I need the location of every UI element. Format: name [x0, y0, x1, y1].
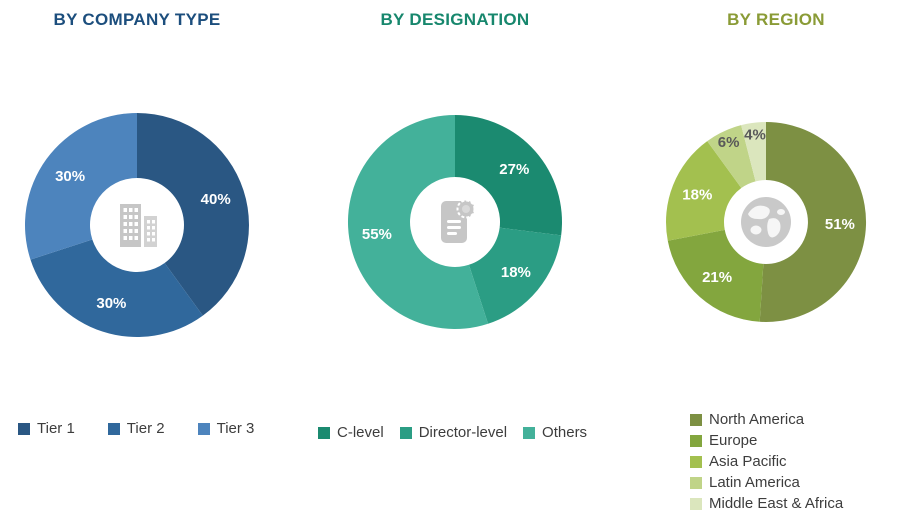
segment-value-label: 21%: [702, 269, 732, 286]
legend-label: Europe: [709, 432, 758, 449]
legend-swatch: [690, 476, 702, 489]
legend-swatch: [690, 413, 702, 426]
legend-label: Director-level: [418, 424, 508, 441]
legend-item: Others: [523, 424, 587, 441]
segment-value-label: 18%: [682, 186, 712, 203]
legend-label: Middle East & Africa: [709, 495, 844, 512]
legend-item: Director-level: [399, 424, 508, 441]
donut-segment-others: [347, 114, 489, 329]
legend-swatch: [523, 426, 536, 439]
legend-designation: C-level Director-level Others: [318, 424, 587, 441]
legend-swatch: [107, 422, 120, 435]
donut-segment-europe: [667, 229, 764, 322]
legend-label: Asia Pacific: [709, 453, 787, 470]
legend-item: C-level: [318, 424, 384, 441]
legend-item: Middle East & Africa: [690, 495, 843, 512]
donut-segment-asia-pacific: [665, 141, 742, 241]
legend-label: Tier 1: [37, 420, 75, 437]
legend-region: North America Europe Asia Pacific Latin Ame…: [690, 411, 843, 512]
legend-swatch: [318, 426, 330, 439]
legend-label: Tier 3: [216, 420, 255, 437]
segment-value-label: 18%: [501, 264, 531, 281]
legend-item: Tier 1: [18, 420, 75, 437]
donut-segment-director-level: [468, 227, 562, 324]
legend-item: Tier 2: [107, 420, 165, 437]
donut-chart-region: 51% 21% 18% 6% 4%: [662, 118, 870, 326]
donut-chart-designation: 27% 18% 55%: [344, 111, 566, 333]
chart-title-region: BY REGION: [727, 10, 825, 29]
legend-item: Tier 3: [197, 420, 255, 437]
legend-item: Latin America: [690, 474, 843, 491]
legend-swatch: [18, 422, 30, 435]
donut-svg: 40% 30% 30%: [24, 113, 249, 337]
legend-company-type: Tier 1 Tier 2 Tier 3: [18, 420, 254, 437]
segment-value-label: 6%: [718, 134, 740, 151]
segment-value-label: 55%: [362, 226, 392, 243]
segment-value-label: 4%: [744, 126, 766, 143]
donut-segment-tier-3: [24, 113, 137, 260]
legend-item: North America: [690, 411, 843, 428]
chart-title-designation: BY DESIGNATION: [380, 10, 530, 29]
donut-svg: 27% 18% 55%: [347, 114, 563, 329]
donut-segment-middle-east-africa: [741, 122, 766, 182]
donut-chart-company-type: 40% 30% 30%: [21, 109, 253, 341]
segment-value-label: 30%: [55, 168, 85, 185]
donut-segment-latin-america: [707, 125, 756, 189]
building-icon: [120, 204, 157, 247]
globe-icon: [741, 197, 791, 247]
donut-segment-tier-2: [30, 239, 203, 337]
legend-swatch: [690, 497, 702, 510]
segment-value-label: 40%: [201, 191, 231, 208]
legend-label: Others: [542, 424, 588, 441]
legend-label: North America: [709, 411, 805, 428]
legend-item: Europe: [690, 432, 843, 449]
chart-title-company-type: BY COMPANY TYPE: [53, 10, 221, 29]
certificate-icon: [441, 199, 476, 243]
segment-value-label: 51%: [825, 216, 855, 233]
legend-label: C-level: [337, 424, 384, 441]
donut-segment-c-level: [455, 115, 563, 236]
segment-value-label: 30%: [96, 295, 126, 312]
segment-value-label: 27%: [499, 161, 529, 178]
legend-item: Asia Pacific: [690, 453, 843, 470]
donut-segment-north-america: [759, 121, 867, 322]
donut-svg: 51% 21% 18% 6% 4%: [665, 121, 867, 322]
legend-swatch: [399, 426, 412, 439]
legend-swatch: [690, 434, 702, 447]
legend-label: Tier 2: [126, 420, 165, 437]
legend-swatch: [197, 422, 210, 435]
legend-swatch: [690, 455, 702, 468]
donut-segment-tier-1: [137, 113, 249, 316]
legend-label: Latin America: [709, 474, 800, 491]
